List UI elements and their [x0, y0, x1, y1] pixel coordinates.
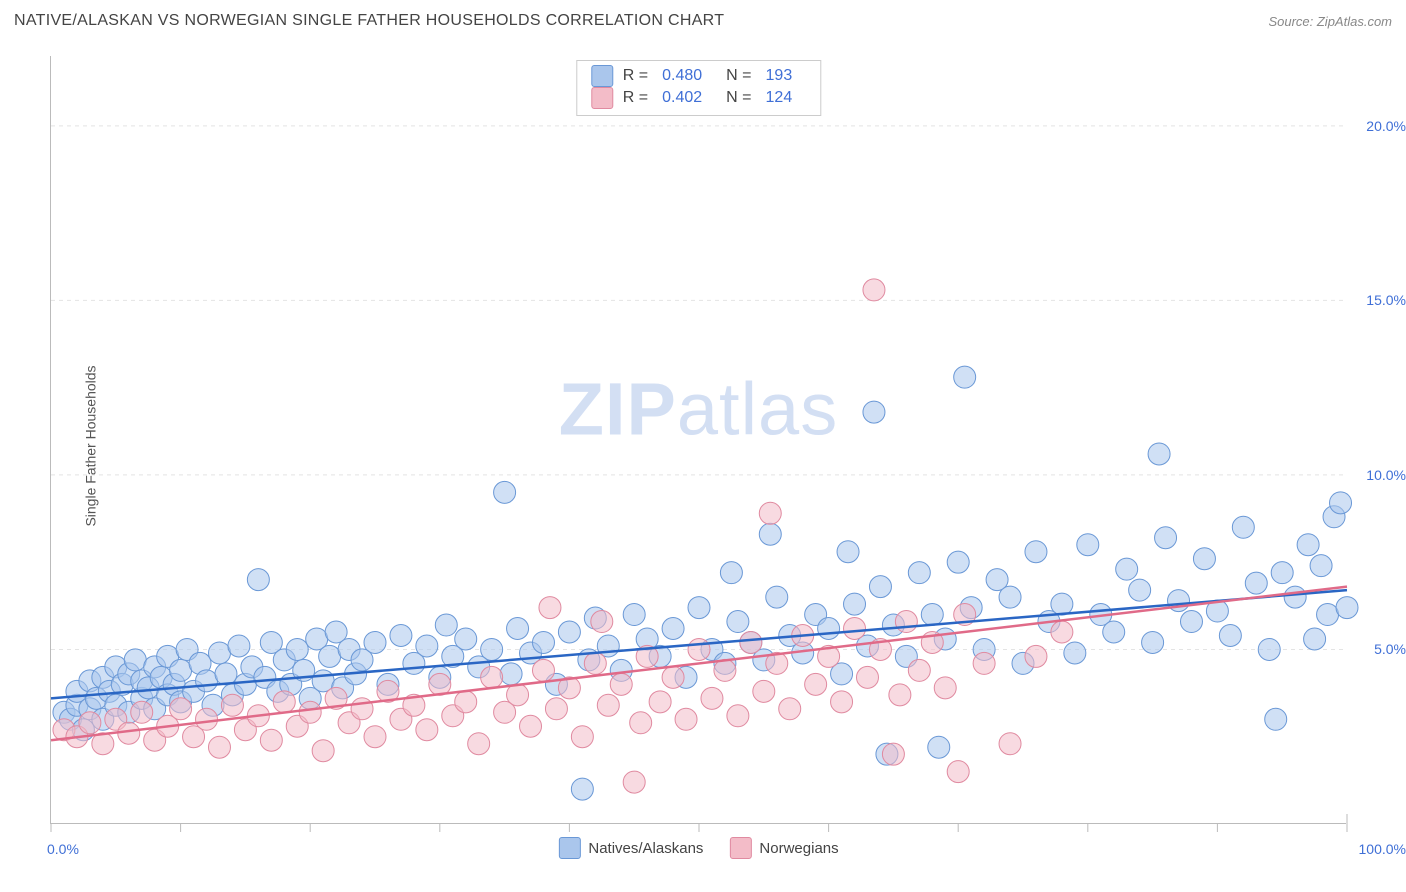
- y-tick-label: 15.0%: [1366, 292, 1406, 308]
- x-tick-min: 0.0%: [47, 841, 79, 857]
- legend-swatch-natives: [591, 65, 613, 87]
- scatter-svg: [51, 56, 1346, 823]
- legend-swatch-norwegians: [591, 87, 613, 109]
- y-tick-label: 10.0%: [1366, 467, 1406, 483]
- legend-stats-row-norwegians: R = 0.402 N = 124: [591, 87, 806, 109]
- y-tick-label: 5.0%: [1374, 641, 1406, 657]
- legend-item-norwegians: Norwegians: [729, 837, 838, 859]
- plot-area: ZIPatlas 5.0%10.0%15.0%20.0% 0.0% 100.0%…: [50, 56, 1346, 824]
- legend-item-natives: Natives/Alaskans: [558, 837, 703, 859]
- source-attribution: Source: ZipAtlas.com: [1268, 14, 1392, 29]
- y-tick-label: 20.0%: [1366, 118, 1406, 134]
- legend-series: Natives/Alaskans Norwegians: [558, 837, 838, 859]
- chart-title: NATIVE/ALASKAN VS NORWEGIAN SINGLE FATHE…: [14, 12, 1392, 30]
- legend-swatch-natives-icon: [558, 837, 580, 859]
- x-tick-max: 100.0%: [1359, 841, 1406, 857]
- legend-stats-row-natives: R = 0.480 N = 193: [591, 65, 806, 87]
- legend-stats: R = 0.480 N = 193 R = 0.402 N = 124: [576, 60, 821, 116]
- legend-swatch-norwegians-icon: [729, 837, 751, 859]
